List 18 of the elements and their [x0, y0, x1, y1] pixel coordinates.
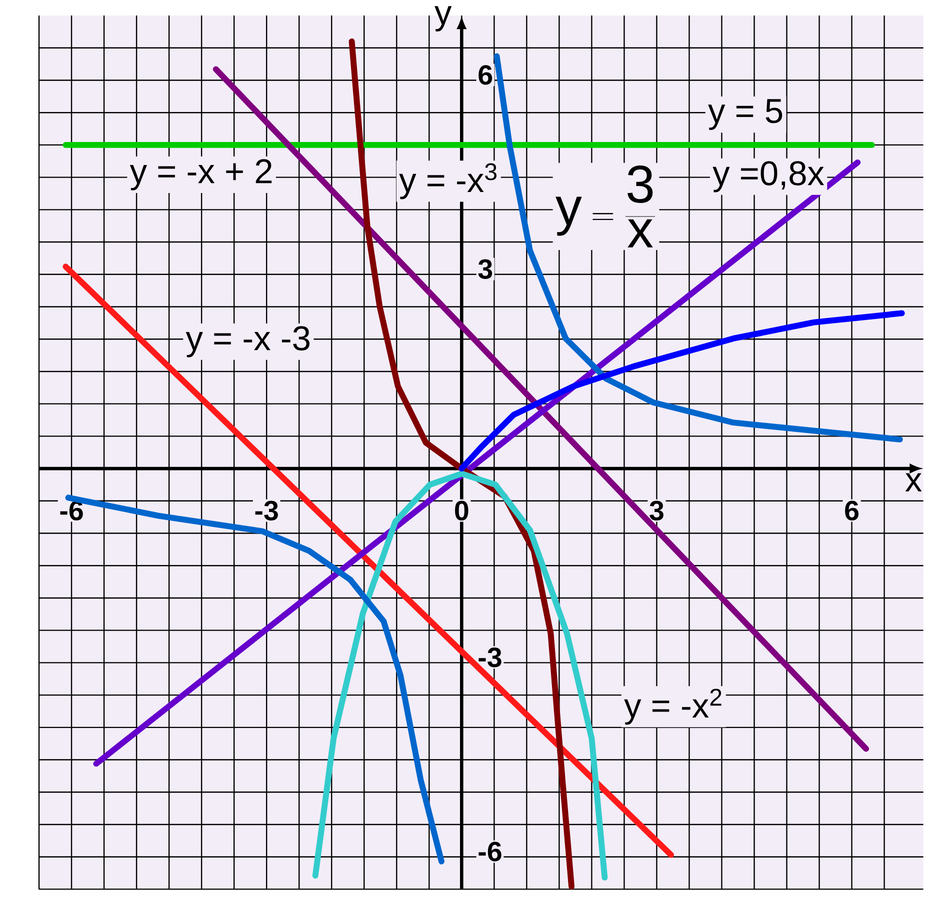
y-tick-label: 3	[478, 259, 492, 279]
y-tick-label: 6	[478, 65, 492, 85]
x-tick-label: -6	[60, 500, 83, 520]
x-tick-label: -3	[255, 500, 278, 520]
annotation: y = -x$^{3}$	[399, 163, 496, 200]
x-tick-label: 6	[845, 500, 858, 520]
annotation: $\mathsf{y=\frac{3}{x}}$	[556, 165, 655, 248]
annotation: y =0,8x	[712, 161, 824, 192]
y-axis-title: y	[434, 6, 452, 32]
x-axis-title: x	[905, 473, 922, 492]
annotation: y = -x$^{2}$	[624, 688, 722, 725]
x-tick-label: 3	[650, 500, 664, 520]
y-tick-label: -3	[478, 647, 502, 668]
annotation: y = -x -3	[186, 326, 310, 358]
y-tick-label: -6	[478, 842, 502, 862]
annotation: y = 5	[708, 99, 782, 130]
annotation: y = -x + 2	[130, 159, 272, 190]
x-tick-label: 0	[455, 500, 468, 520]
